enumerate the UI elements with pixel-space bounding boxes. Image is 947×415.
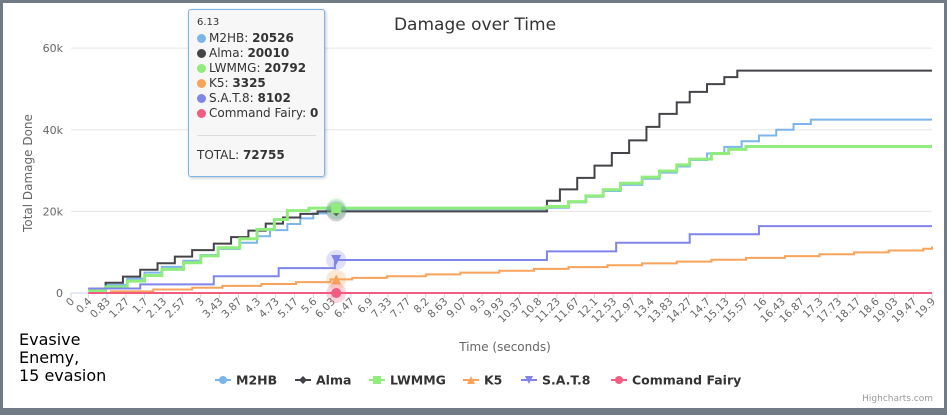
x-axis-title: Time (seconds)	[458, 340, 551, 354]
series-line-s-a-t-8	[88, 225, 932, 290]
tooltip-dot	[197, 34, 206, 43]
series-lines	[88, 69, 933, 294]
tooltip-dot	[197, 94, 206, 103]
tooltip-row: Command Fairy: 0	[197, 106, 319, 121]
enemy-note: Evasive Enemy, 15 evasion	[19, 330, 107, 385]
tooltip-series-value: 0	[310, 106, 319, 120]
tooltip-series-value: 3325	[232, 76, 266, 90]
legend-label: Command Fairy	[632, 373, 741, 388]
legend-symbol	[467, 376, 475, 384]
x-tick-label: 3.87	[220, 296, 245, 321]
tooltip-total-label: TOTAL:	[197, 148, 240, 162]
y-tick-label: 60k	[43, 42, 64, 55]
tooltip-series-name: M2HB:	[209, 31, 253, 45]
x-tick-label: 0.83	[88, 296, 113, 321]
legend-item-lwmmg[interactable]: LWMMG	[369, 373, 446, 388]
legend-label: K5	[484, 373, 502, 388]
tooltip-series-value: 20526	[252, 31, 294, 45]
legend-symbol	[219, 376, 227, 384]
legend-symbol	[299, 376, 307, 384]
x-tick-label: 9.07	[445, 296, 470, 321]
hover-marker-lwmmg	[331, 203, 342, 214]
x-tick-label: 19.9	[913, 296, 938, 321]
tooltip-rows: M2HB: 20526 Alma: 20010 LWMMG: 20792 K5: 33…	[197, 31, 319, 121]
tooltip-series-value: 20010	[247, 46, 290, 60]
tooltip-row: Alma: 20010	[197, 46, 316, 61]
legend-item-command-fairy[interactable]: Command Fairy	[611, 373, 741, 388]
tooltip-total: TOTAL: 72755	[197, 148, 316, 163]
tooltip-total-value: 72755	[242, 148, 285, 162]
tooltip-series-name: LWMMG:	[209, 61, 265, 75]
hover-marker-s-a-t-8	[331, 254, 342, 265]
legend-symbol	[615, 376, 623, 384]
x-tick-label: 3.43	[200, 296, 225, 321]
y-axis-title: Total Damage Done	[21, 114, 35, 233]
tooltip-dot	[197, 79, 206, 88]
hover-marker-k5	[331, 274, 342, 285]
legend-item-alma[interactable]: Alma	[295, 373, 351, 388]
tooltip-row: LWMMG: 20792	[197, 61, 316, 76]
hover-markers	[326, 198, 347, 303]
y-tick-label: 0	[56, 287, 63, 300]
x-tick-label: 7.33	[369, 296, 394, 321]
x-tick-label: 2.57	[163, 296, 188, 321]
legend: M2HB Alma LWMMG K5 S.A.T.8 Command Fairy	[215, 373, 741, 388]
legend-item-m2hb[interactable]: M2HB	[215, 373, 277, 388]
y-tick-label: 40k	[43, 124, 64, 137]
tooltip-dot	[197, 109, 206, 118]
legend-item-s-a-t-8[interactable]: S.A.T.8	[521, 373, 590, 388]
tooltip-series-name: Alma:	[209, 46, 248, 60]
tooltip-series-name: K5:	[209, 76, 233, 90]
series-line-alma	[88, 69, 932, 290]
tooltip-row: K5: 3325	[197, 76, 316, 91]
x-tick-label: 1.27	[107, 296, 132, 321]
legend-symbol	[525, 376, 533, 384]
legend-label: M2HB	[236, 373, 277, 388]
legend-symbol	[373, 376, 381, 384]
tooltip: 6.13 M2HB: 20526 Alma: 20010 LWMMG: 20792 K…	[188, 9, 325, 177]
y-tick-label: 20k	[43, 205, 64, 218]
tooltip-series-value: 8102	[257, 91, 291, 105]
x-tick-label: 5.17	[276, 296, 301, 321]
x-tick-label: 2.13	[144, 296, 169, 321]
legend-label: Alma	[316, 373, 351, 388]
series-line-lwmmg	[88, 145, 932, 293]
legend-label: S.A.T.8	[542, 373, 590, 388]
tooltip-series-value: 20792	[264, 61, 307, 75]
x-tick-label: 4.73	[257, 296, 282, 321]
chart-title: Damage over Time	[394, 15, 556, 35]
tooltip-x: 6.13	[197, 17, 220, 28]
tooltip-row: S.A.T.8: 8102	[197, 91, 316, 106]
x-tick-label: 8.63	[425, 296, 450, 321]
credits[interactable]: Highcharts.com	[862, 394, 933, 404]
hover-marker-command-fairy	[331, 288, 342, 298]
legend-label: LWMMG	[390, 373, 446, 388]
series-line-k5	[109, 246, 933, 293]
tooltip-divider	[197, 135, 316, 136]
tooltip-series-name: Command Fairy:	[209, 106, 310, 120]
tooltip-dot	[197, 49, 206, 58]
tooltip-series-name: S.A.T.8:	[209, 91, 258, 105]
tooltip-dot	[197, 64, 206, 73]
tooltip-row: M2HB: 20526	[197, 31, 316, 46]
x-tick-label: 7.77	[388, 296, 413, 321]
legend-item-k5[interactable]: K5	[463, 373, 502, 388]
